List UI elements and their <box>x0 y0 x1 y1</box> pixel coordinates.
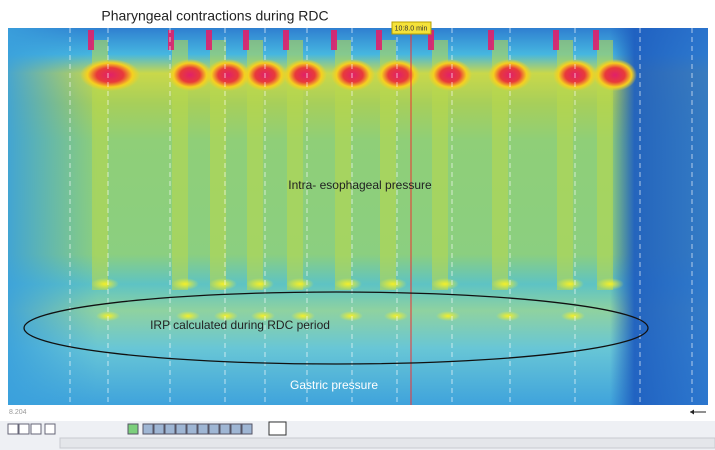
contraction-low <box>561 311 585 321</box>
contraction-stripe <box>168 30 174 50</box>
contraction-column <box>380 40 396 290</box>
contraction-hot <box>283 59 327 91</box>
contraction-low <box>556 278 584 290</box>
toolbar-button[interactable] <box>7 423 19 435</box>
contraction-low <box>286 278 314 290</box>
contraction-low <box>291 311 315 321</box>
contraction-low <box>431 278 459 290</box>
irp-ellipse <box>23 291 649 365</box>
scroll-track <box>59 437 715 449</box>
contraction-stripe <box>88 30 94 50</box>
title: Pharyngeal contractions during RDC <box>101 8 328 24</box>
event-button[interactable] <box>153 423 165 435</box>
event-button[interactable] <box>164 423 176 435</box>
contraction-low <box>251 311 275 321</box>
pressure-field <box>610 28 708 405</box>
contraction-column <box>287 40 303 290</box>
time-marker[interactable] <box>391 21 432 35</box>
event-button[interactable] <box>208 423 220 435</box>
contraction-column <box>210 40 226 290</box>
contraction-low <box>379 278 407 290</box>
annotation: Gastric pressure <box>290 378 378 392</box>
pressure-map <box>8 28 708 405</box>
contraction-low <box>246 278 274 290</box>
event-button[interactable] <box>186 423 198 435</box>
contraction-column <box>557 40 573 290</box>
event-button[interactable] <box>142 423 154 435</box>
contraction-low <box>491 278 519 290</box>
contraction-column <box>335 40 351 290</box>
contraction-column <box>247 40 263 290</box>
toolbar-field[interactable] <box>268 421 287 436</box>
contraction-column <box>172 40 188 290</box>
contraction-hot <box>376 59 420 91</box>
event-button[interactable] <box>241 423 253 435</box>
toolbar-button[interactable] <box>127 423 139 435</box>
contraction-low <box>384 311 408 321</box>
contraction-column <box>597 40 613 290</box>
contraction-low <box>436 311 460 321</box>
contraction-hot <box>206 59 250 91</box>
event-button[interactable] <box>197 423 209 435</box>
contraction-hot <box>80 59 140 91</box>
status-bar <box>8 405 708 420</box>
status-value: 8.204 <box>9 409 27 416</box>
annotation: IRP calculated during RDC period <box>150 318 330 332</box>
contraction-stripe <box>488 30 494 50</box>
contraction-low <box>171 278 199 290</box>
arrow-head <box>690 409 694 415</box>
contraction-low <box>176 311 200 321</box>
event-button[interactable] <box>230 423 242 435</box>
contraction-stripe <box>283 30 289 50</box>
contraction-low <box>496 311 520 321</box>
toolbar-button[interactable] <box>44 423 56 435</box>
event-button[interactable] <box>175 423 187 435</box>
contraction-low <box>91 278 119 290</box>
pressure-field <box>8 28 708 405</box>
contraction-stripe <box>331 30 337 50</box>
contraction-low <box>339 311 363 321</box>
contraction-hot <box>428 59 472 91</box>
contraction-stripe <box>243 30 249 50</box>
contraction-stripe <box>593 30 599 50</box>
contraction-low <box>334 278 362 290</box>
annotation: Intra- esophageal pressure <box>288 178 432 192</box>
contraction-low <box>209 278 237 290</box>
contraction-column <box>92 40 108 290</box>
contraction-stripe <box>376 30 382 50</box>
contraction-column <box>432 40 448 290</box>
event-button[interactable] <box>219 423 231 435</box>
contraction-column <box>492 40 508 290</box>
contraction-hot <box>593 59 637 91</box>
contraction-hot <box>168 59 212 91</box>
pressure-field <box>8 28 98 405</box>
contraction-stripe <box>428 30 434 50</box>
contraction-stripe <box>206 30 212 50</box>
toolbar-button[interactable] <box>30 423 42 435</box>
contraction-low <box>214 311 238 321</box>
contraction-hot <box>331 59 375 91</box>
contraction-low <box>596 278 624 290</box>
time-marker-label: 10:8.0 min <box>395 25 428 32</box>
contraction-stripe <box>553 30 559 50</box>
toolbar-button[interactable] <box>18 423 30 435</box>
